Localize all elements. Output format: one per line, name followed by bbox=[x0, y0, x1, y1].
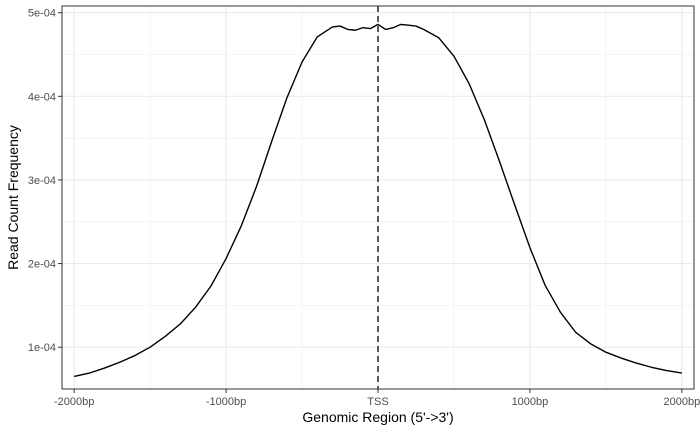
y-tick-label: 2e-04 bbox=[28, 259, 56, 271]
y-axis: 1e-04 2e-04 3e-04 4e-04 5e-04 bbox=[28, 8, 62, 354]
x-tick-label: -2000bp bbox=[54, 396, 94, 408]
x-tick-label: TSS bbox=[367, 396, 388, 408]
x-tick-label: 1000bp bbox=[512, 396, 549, 408]
series-layer bbox=[73, 23, 682, 378]
x-axis-title: Genomic Region (5'->3') bbox=[302, 409, 453, 425]
series-line bbox=[73, 23, 682, 378]
y-tick-label: 1e-04 bbox=[28, 342, 56, 354]
x-axis: -2000bp -1000bp TSS 1000bp 2000bp bbox=[54, 389, 700, 408]
y-tick-label: 5e-04 bbox=[28, 8, 56, 20]
y-tick-label: 4e-04 bbox=[28, 91, 56, 103]
y-axis-title: Read Count Frequency bbox=[5, 125, 21, 270]
x-tick-label: 2000bp bbox=[663, 396, 700, 408]
y-tick-label: 3e-04 bbox=[28, 175, 56, 187]
x-tick-label: -1000bp bbox=[206, 396, 246, 408]
